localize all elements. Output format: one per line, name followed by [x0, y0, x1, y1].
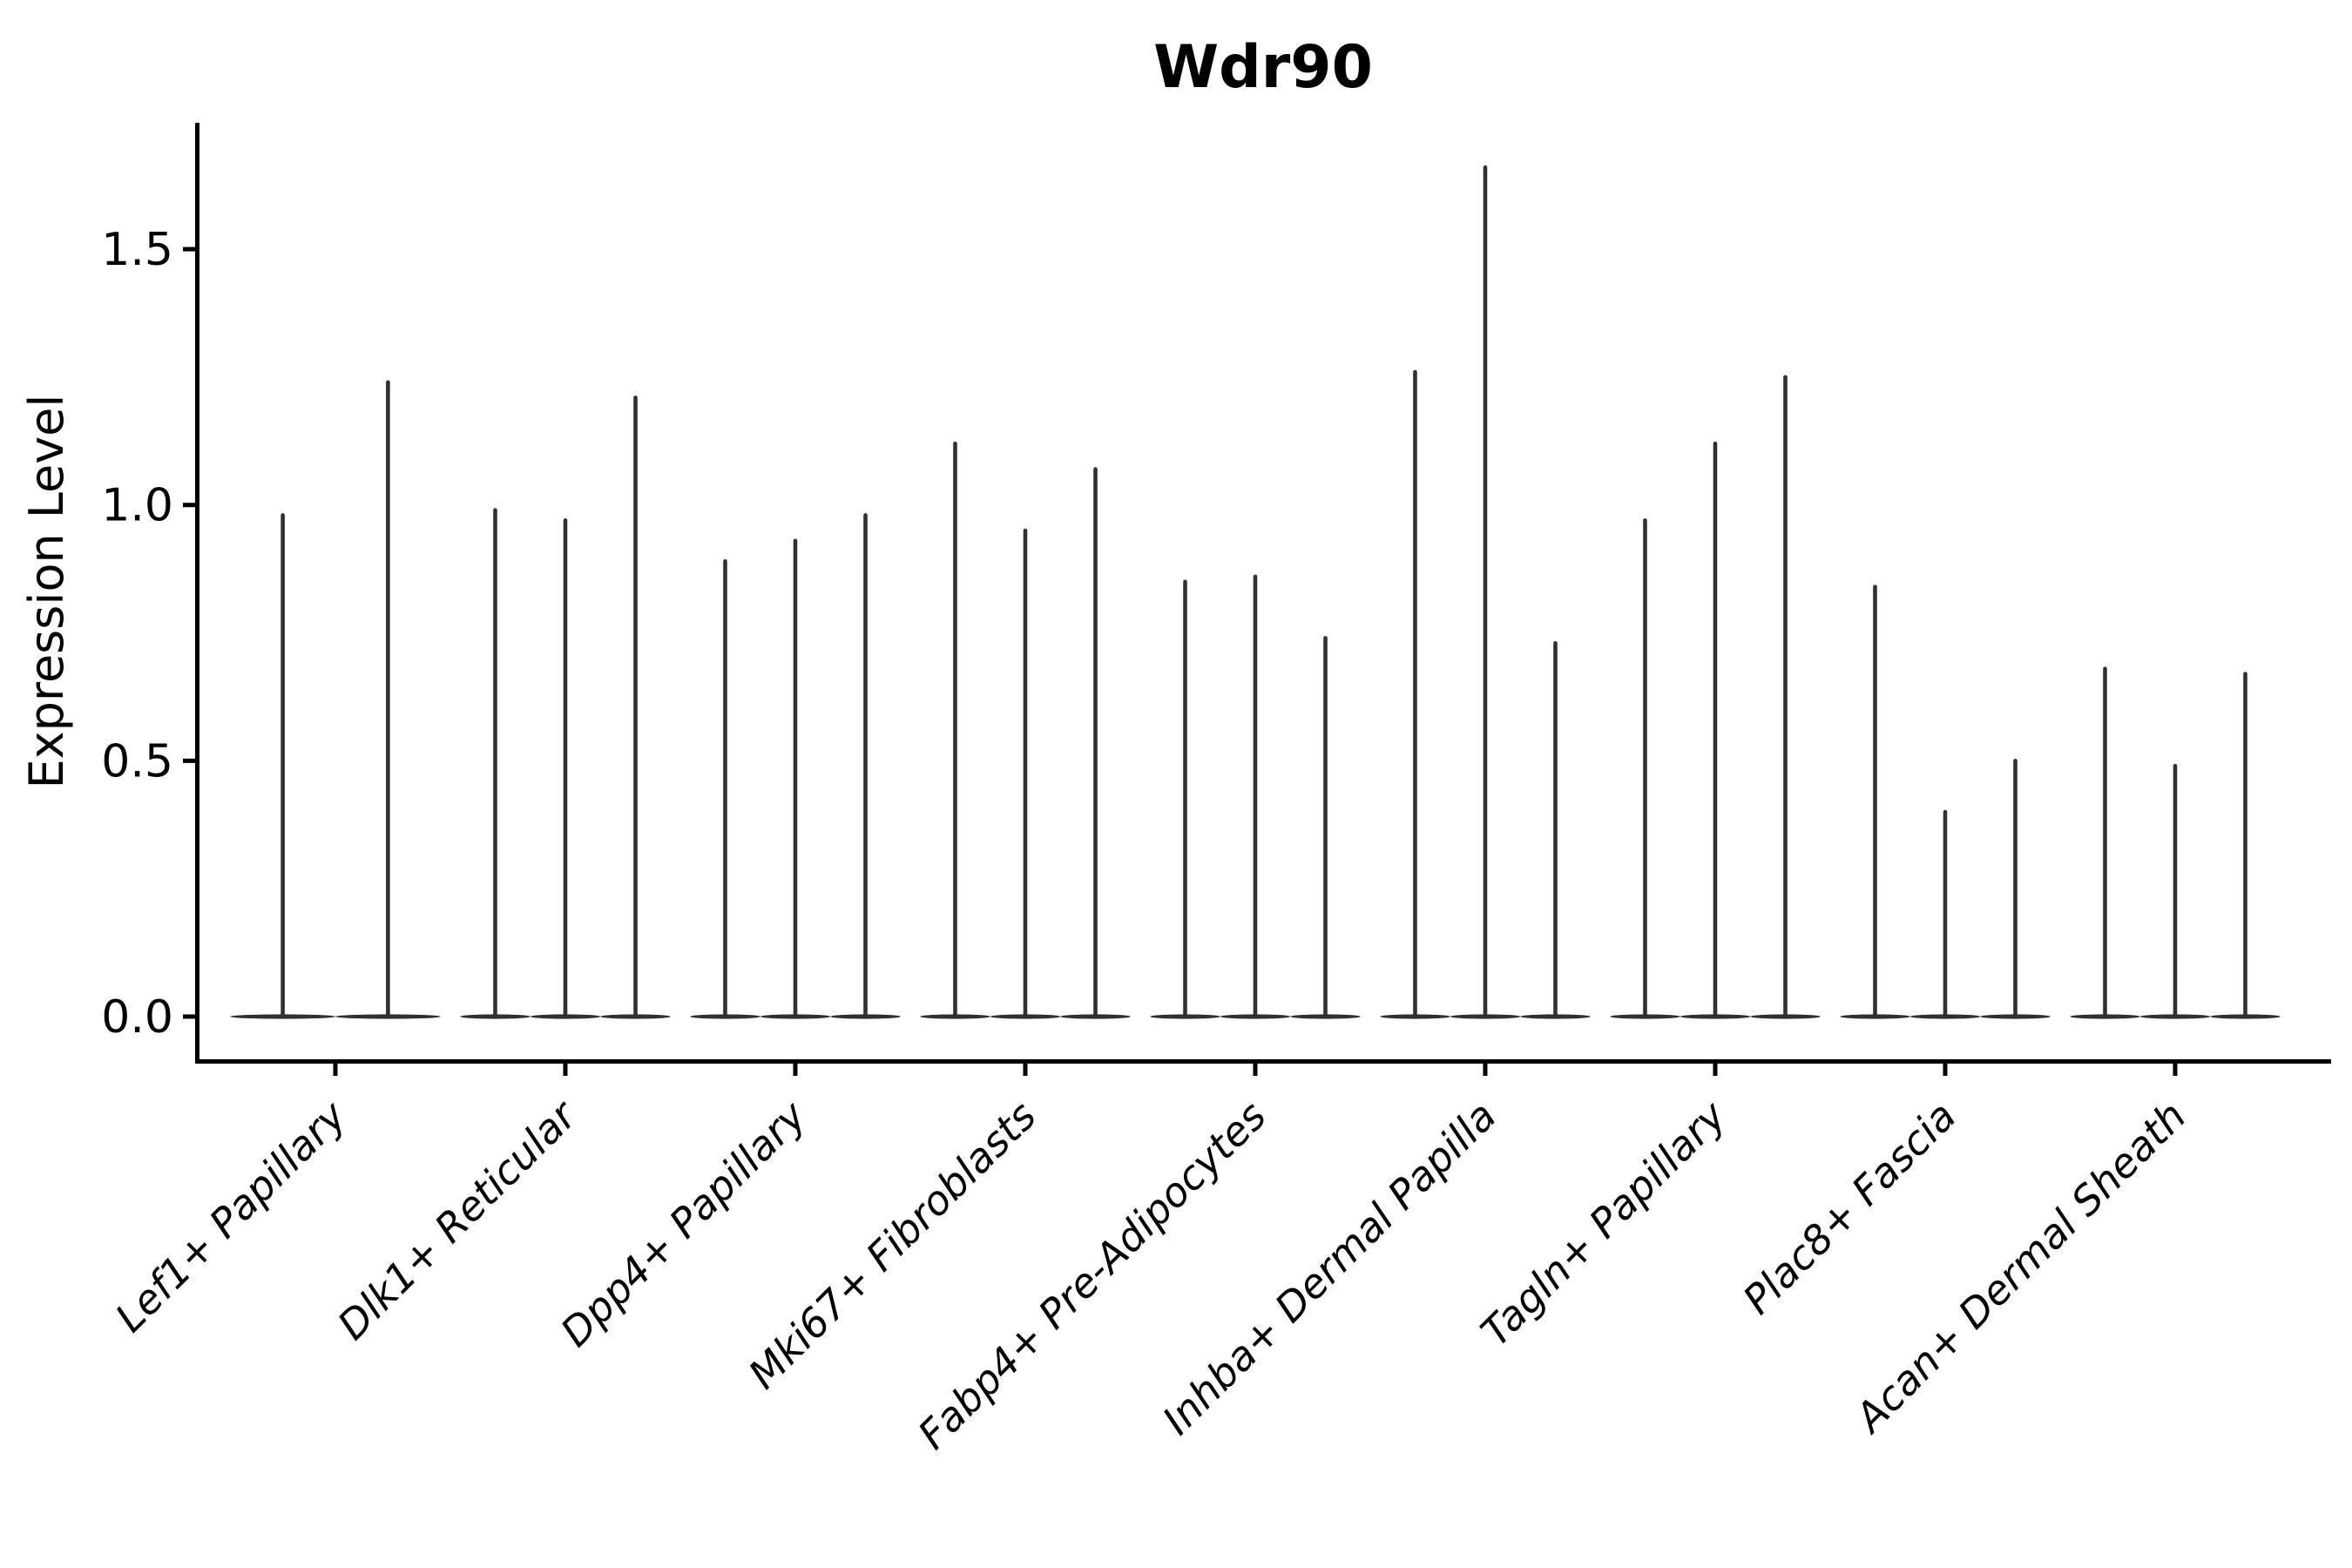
- violin: [990, 528, 1061, 1019]
- x-tick-label: Tagln+ Papillary: [1471, 1092, 1735, 1355]
- violin: [1750, 375, 1821, 1019]
- violin: [1520, 640, 1591, 1019]
- violin: [460, 508, 531, 1019]
- violin: [1220, 574, 1291, 1019]
- y-axis-label: Expression Level: [19, 395, 74, 789]
- violin: [600, 395, 671, 1019]
- violin: [1150, 579, 1220, 1019]
- violin: [760, 538, 831, 1019]
- plot-title: Wdr90: [1153, 33, 1373, 102]
- x-tick-label: Plac8+ Fascia: [1734, 1092, 1964, 1323]
- y-tick-label: 1.0: [101, 480, 173, 532]
- violin: [1450, 165, 1521, 1019]
- violin: [335, 380, 441, 1019]
- violin: [1290, 636, 1361, 1019]
- violin: [2070, 666, 2140, 1019]
- violin: [1840, 585, 1910, 1019]
- violin: [690, 559, 760, 1019]
- x-tick-label: Dpp4+ Papillary: [551, 1092, 815, 1355]
- violin: [1909, 809, 1981, 1019]
- violin: [920, 441, 990, 1019]
- violin: [530, 518, 601, 1019]
- y-tick-label: 0.0: [101, 991, 173, 1044]
- violin: [1980, 759, 2051, 1019]
- y-tick-label: 1.5: [101, 224, 173, 276]
- x-tick-label: Dlk1+ Reticular: [328, 1090, 587, 1348]
- x-tick-label: Lef1+ Papillary: [106, 1092, 355, 1341]
- violin: [1060, 467, 1131, 1019]
- violin: [1610, 518, 1680, 1019]
- axes-layer: [183, 123, 2331, 1076]
- violin: [830, 513, 901, 1019]
- violin: [2139, 763, 2211, 1019]
- violin: [1380, 369, 1450, 1019]
- violin: [2210, 672, 2281, 1019]
- violin: [230, 513, 335, 1019]
- violin: [1680, 441, 1751, 1019]
- y-tick-label: 0.5: [101, 735, 173, 787]
- violin-layer: [230, 165, 2281, 1019]
